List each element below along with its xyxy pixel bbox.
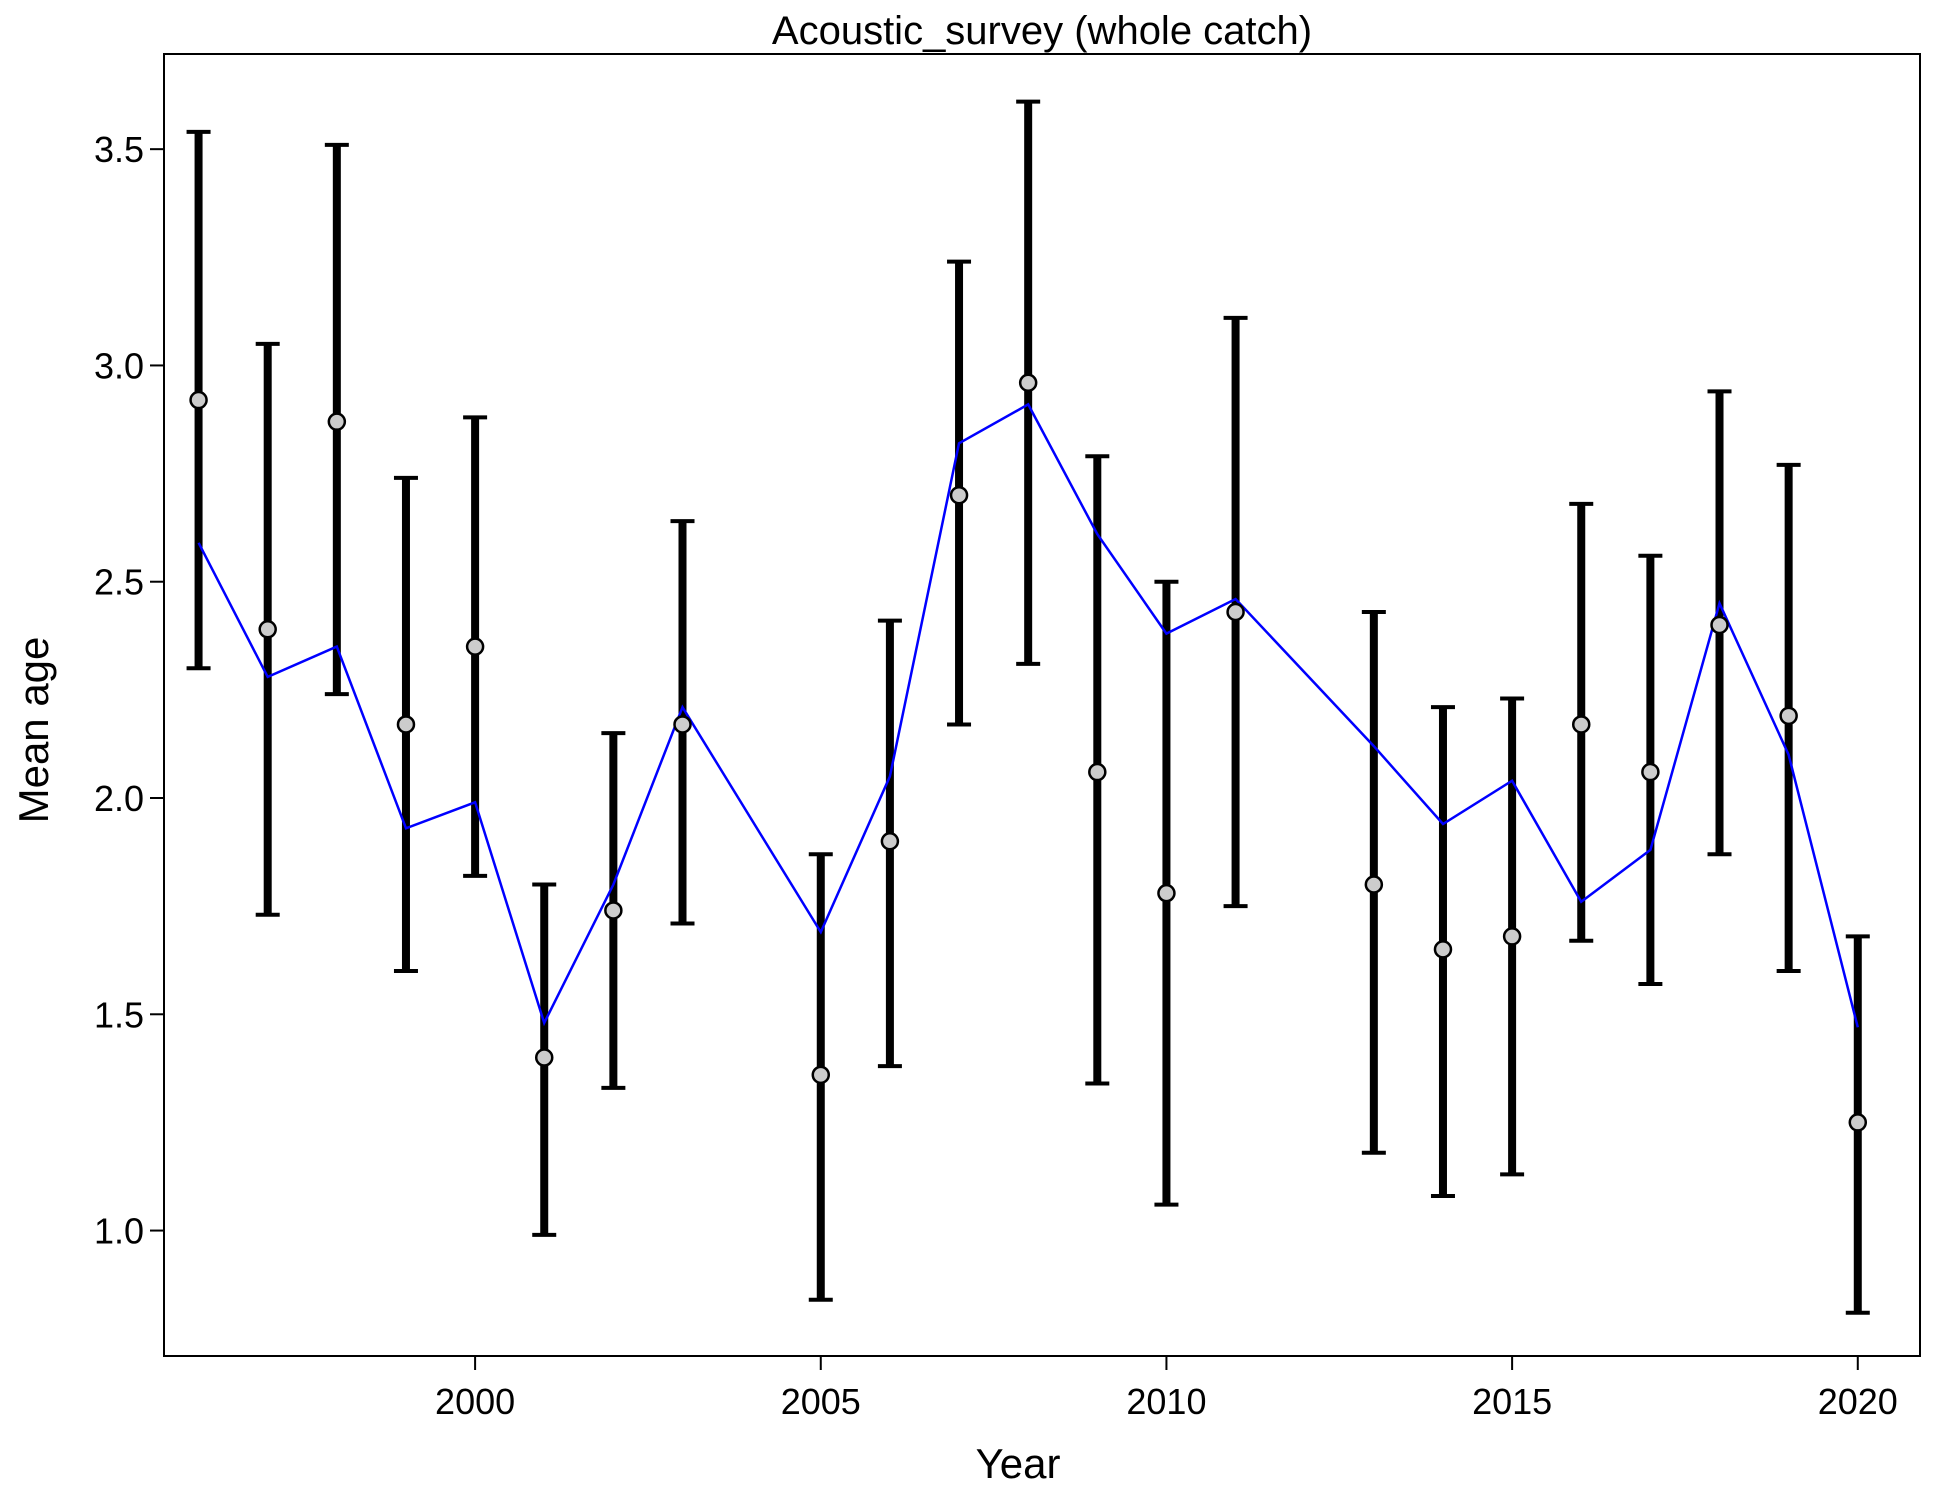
observed-point xyxy=(1157,883,1176,903)
observed-point xyxy=(396,715,416,734)
x-tick-label: 2010 xyxy=(1126,1381,1206,1422)
plot-frame xyxy=(163,53,1921,1357)
observed-point xyxy=(1088,762,1107,782)
observed-point xyxy=(1848,1113,1868,1132)
observed-point xyxy=(673,715,692,734)
observed-point xyxy=(465,637,485,656)
observed-point xyxy=(949,485,969,505)
x-tick-label: 2020 xyxy=(1818,1381,1898,1422)
observed-point xyxy=(1018,373,1038,392)
observed-point xyxy=(1571,715,1591,734)
x-axis: 2000 2005 2010 2015 2020 xyxy=(435,1356,1898,1422)
y-tick-label: 1.5 xyxy=(94,994,144,1035)
x-tick-label: 2015 xyxy=(1472,1381,1552,1422)
observed-point xyxy=(1779,706,1798,726)
observed-point xyxy=(1226,602,1245,622)
y-axis-label: Mean age xyxy=(10,637,57,824)
observed-point xyxy=(1502,927,1522,946)
observed-points xyxy=(189,373,1868,1132)
observed-point xyxy=(880,832,900,851)
x-tick-label: 2000 xyxy=(435,1381,515,1422)
y-tick-label: 2.0 xyxy=(94,778,144,819)
y-tick-label: 2.5 xyxy=(94,562,144,603)
observed-point xyxy=(1364,875,1384,894)
observed-point xyxy=(258,620,277,639)
observed-point xyxy=(327,412,347,431)
expected-line xyxy=(197,402,1860,1028)
observed-point xyxy=(604,901,623,920)
error-bars xyxy=(186,99,1870,1315)
observed-point xyxy=(534,1048,554,1067)
expected-line-layer xyxy=(197,402,1860,1028)
observed-point xyxy=(1710,615,1729,635)
y-tick-label: 1.0 xyxy=(94,1211,144,1252)
x-axis-label: Year xyxy=(976,1440,1061,1487)
y-tick-label: 3.5 xyxy=(94,129,144,170)
y-tick-label: 3.0 xyxy=(94,345,144,386)
observed-point xyxy=(1641,762,1660,782)
chart-title: Acoustic_survey (whole catch) xyxy=(772,9,1312,53)
observed-point xyxy=(189,390,208,410)
y-axis: 1.0 1.5 2.0 2.5 3.0 3.5 xyxy=(94,129,164,1252)
observed-point xyxy=(811,1065,831,1085)
x-tick-label: 2005 xyxy=(781,1381,861,1422)
observed-point xyxy=(1433,940,1453,959)
